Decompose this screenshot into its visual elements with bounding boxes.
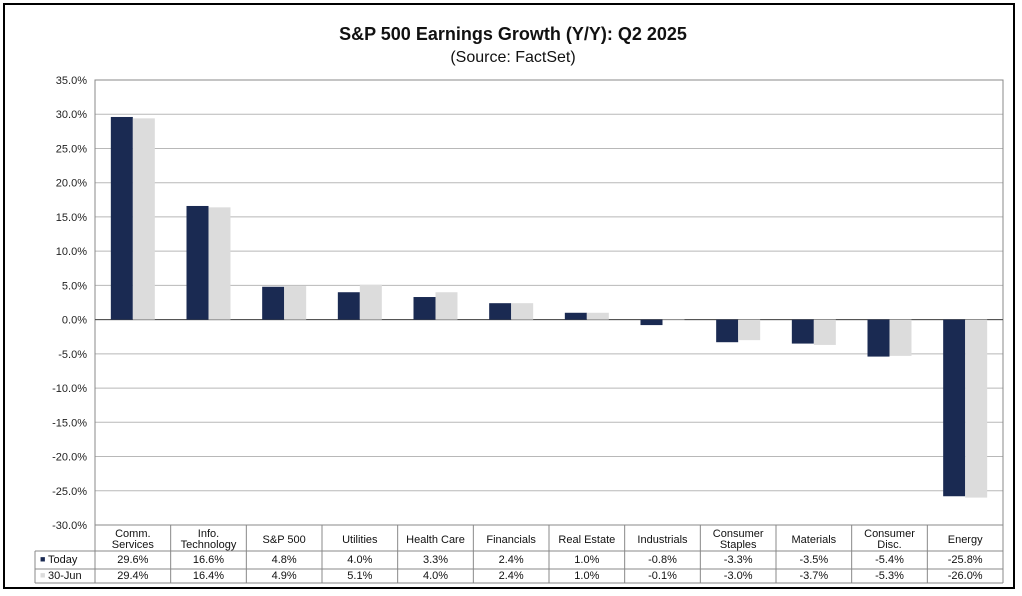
bar-30-jun-3 [359,284,382,320]
bar-today-10 [867,319,890,357]
data-label: -3.7% [799,570,828,582]
data-label: 4.0% [423,570,448,582]
data-label: -5.3% [875,570,904,582]
category-label: Utilities [342,534,378,546]
bars [110,116,988,498]
data-label: 16.4% [193,570,224,582]
y-tick-label: 30.0% [56,109,87,121]
category-label: Info. [198,528,219,540]
y-axis-tick-labels: 35.0% 30.0% 25.0% 20.0% 15.0% 10.0% 5.0% 0.0% -5… [52,75,87,532]
bar-30-jun-8 [738,319,761,341]
bar-30-jun-11 [965,319,988,498]
plot-area-border [94,79,1004,526]
grid-lines [94,79,1004,526]
data-table: Comm.Services Info.Technology S&P 500 Utili… [34,525,1004,584]
bar-today-4 [413,297,436,320]
category-label: S&P 500 [263,534,306,546]
y-tick-label: -20.0% [52,452,87,464]
data-label: 4.0% [347,554,372,566]
bar-today-8 [716,319,739,343]
data-label: -26.0% [948,570,983,582]
y-tick-label: 10.0% [56,246,87,258]
bar-today-1 [186,205,209,320]
legend-label: Today [48,554,78,566]
category-label: Financials [486,534,536,546]
bar-today-9 [791,319,814,344]
bar-30-jun-4 [435,292,458,320]
category-label: Health Care [406,534,465,546]
data-label: 2.4% [499,554,524,566]
category-label: Industrials [637,534,688,546]
bar-today-11 [943,319,966,497]
data-label: -25.8% [948,554,983,566]
bar-today-5 [489,303,512,320]
data-label: 1.0% [574,570,599,582]
data-label: -0.1% [648,570,677,582]
legend-marker-1: ■ [40,570,45,580]
category-label: Materials [792,534,837,546]
bar-30-jun-5 [511,303,534,320]
category-label: Staples [720,539,757,551]
data-label: 1.0% [574,554,599,566]
category-label: Consumer [864,528,915,540]
category-label: Energy [948,534,983,546]
data-label: 29.6% [117,554,148,566]
bar-30-jun-6 [586,312,609,320]
y-tick-label: -10.0% [52,383,87,395]
y-tick-label: 5.0% [62,280,87,292]
y-tick-label: 25.0% [56,143,87,155]
data-label: 4.8% [272,554,297,566]
data-label: 2.4% [499,570,524,582]
bar-today-3 [337,292,360,320]
data-label: 16.6% [193,554,224,566]
bar-30-jun-2 [284,286,307,320]
data-label: -0.8% [648,554,677,566]
bar-today-6 [564,312,587,320]
chart-frame [3,3,1015,589]
bar-30-jun-1 [208,207,231,320]
legend-marker-0: ■ [40,554,45,564]
bar-30-jun-0 [132,118,155,320]
category-label: Technology [181,539,237,551]
data-label: 29.4% [117,570,148,582]
bar-30-jun-10 [889,319,912,356]
data-label: 4.9% [272,570,297,582]
category-label: Real Estate [558,534,615,546]
bar-30-jun-9 [813,319,836,345]
bar-today-2 [262,286,285,320]
y-tick-label: -30.0% [52,520,87,532]
category-label: Disc. [877,539,901,551]
bar-30-jun-7 [662,319,685,321]
y-tick-label: -15.0% [52,417,87,429]
y-tick-label: 0.0% [62,315,87,327]
chart-title: S&P 500 Earnings Growth (Y/Y): Q2 2025 [339,24,687,44]
data-label: 3.3% [423,554,448,566]
category-label: Comm. [115,528,150,540]
y-tick-label: -5.0% [58,349,87,361]
bar-today-7 [640,319,663,326]
chart-subtitle: (Source: FactSet) [450,49,575,66]
y-tick-label: 35.0% [56,75,87,87]
bar-today-0 [110,116,133,320]
category-label: Services [112,539,155,551]
data-label: -3.3% [724,554,753,566]
y-tick-label: -25.0% [52,486,87,498]
data-label: -3.0% [724,570,753,582]
legend-label: 30-Jun [48,570,82,582]
y-tick-label: 20.0% [56,178,87,190]
data-label: -5.4% [875,554,904,566]
category-label: Consumer [713,528,764,540]
y-tick-label: 15.0% [56,212,87,224]
data-label: 5.1% [347,570,372,582]
data-label: -3.5% [799,554,828,566]
